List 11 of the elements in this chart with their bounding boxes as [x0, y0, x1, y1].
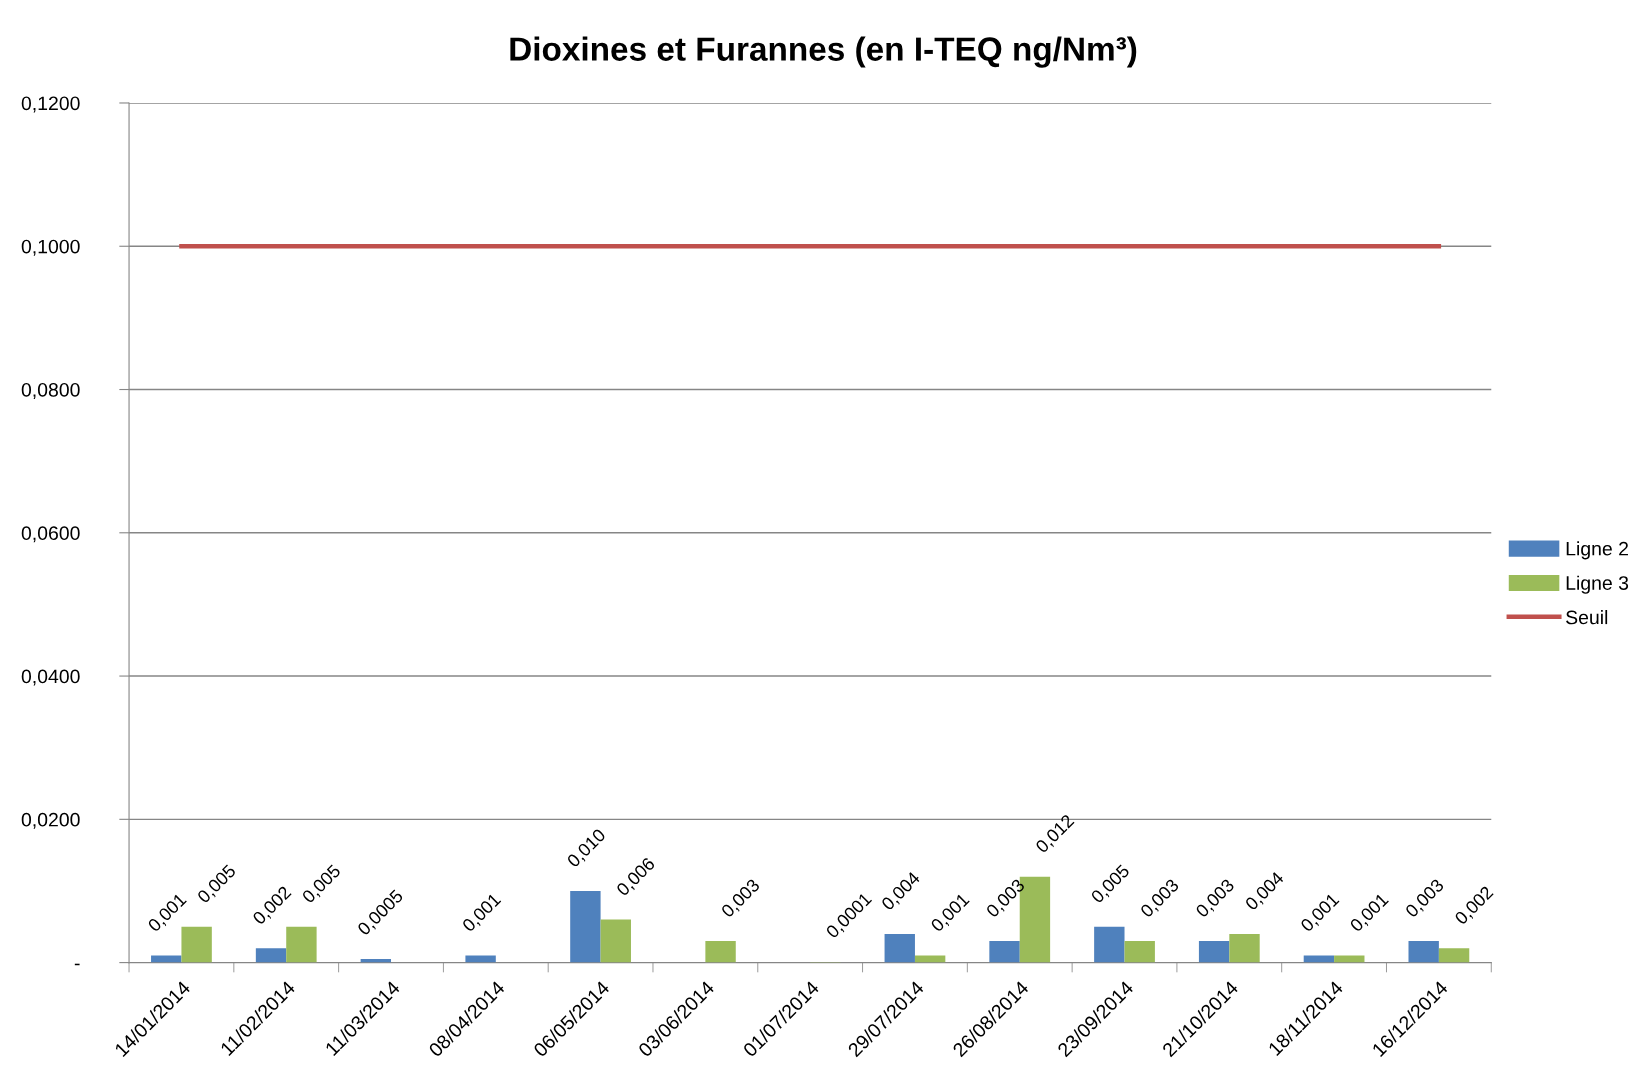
- y-tick-label: 0,1000: [21, 239, 80, 256]
- chart-title: Dioxines et Furannes (en I-TEQ ng/Nm³): [510, 36, 1137, 68]
- legend-label: Seuil: [1566, 610, 1608, 625]
- y-tick-label: 0,0600: [21, 526, 80, 543]
- legend-label: Ligne 2: [1566, 541, 1628, 560]
- y-tick-label: 0,0800: [21, 382, 80, 400]
- legend-label: Ligne 3: [1566, 575, 1629, 594]
- y-tick-label: 0,0400: [21, 669, 80, 686]
- y-tick-label: 0,0200: [21, 812, 80, 829]
- y-tick-label: -: [74, 963, 80, 966]
- y-tick-label: 0,1200: [21, 96, 80, 113]
